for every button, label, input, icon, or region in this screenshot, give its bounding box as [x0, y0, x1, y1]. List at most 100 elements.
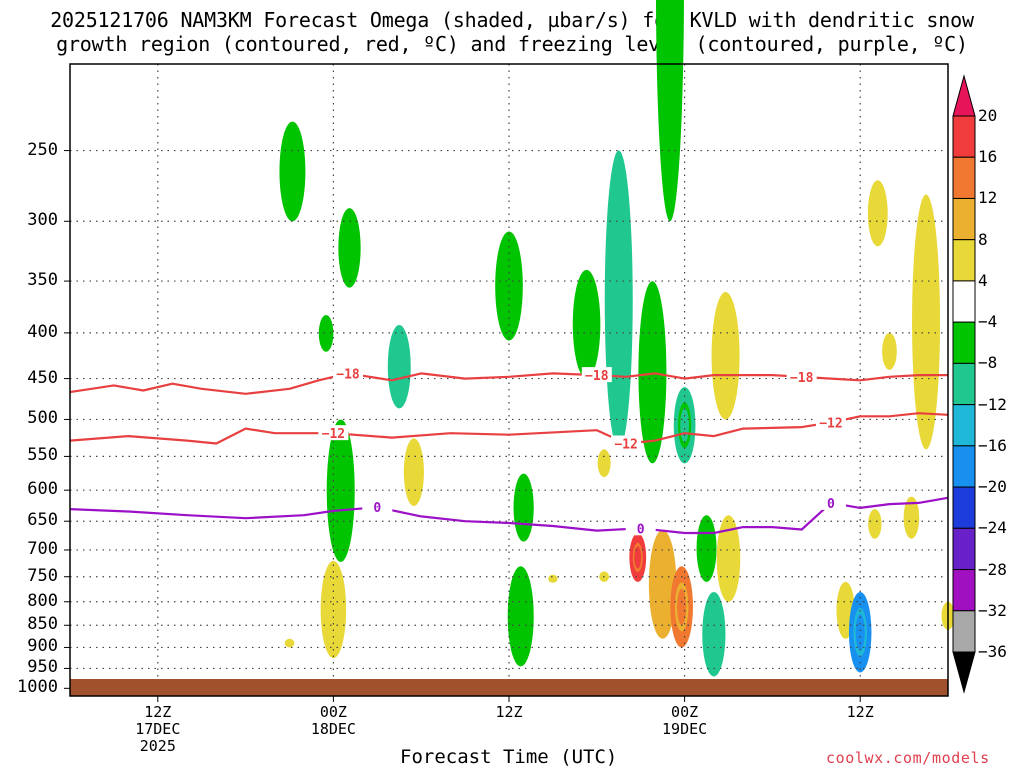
colorbar-bin-12	[952, 610, 976, 653]
colorbar-label: −32	[978, 600, 1007, 620]
y-tick-label: 700	[27, 538, 58, 559]
y-tick-label: 650	[27, 510, 58, 531]
y-tick-label: 300	[27, 210, 58, 231]
contour-label-1-0: −12	[322, 427, 345, 442]
omega-area-21	[702, 591, 726, 677]
x-tick-label: 00Z 19DEC	[650, 704, 720, 738]
colorbar-label: 4	[978, 270, 988, 290]
colorbar-label: 8	[978, 229, 988, 249]
contour-label-2-2: −18	[790, 371, 814, 386]
colorbar-label: −36	[978, 642, 1007, 661]
omega-area-22	[711, 292, 740, 420]
omega-area-32	[912, 194, 941, 450]
y-tick-label: 950	[27, 657, 58, 678]
colorbar-bin-0	[952, 115, 976, 158]
x-tick-label-line-1: 12Z	[846, 703, 874, 721]
x-tick-label-line-2: 18DEC	[310, 720, 356, 738]
colorbar-label: −28	[978, 559, 1007, 579]
contour-label-bg-2-1	[581, 367, 612, 383]
omega-area-20	[696, 515, 717, 582]
colorbar-bin-9	[952, 486, 976, 529]
colorbar-label: −4	[978, 312, 998, 332]
contour-label-bg-2-0	[333, 365, 364, 381]
y-tick-label: 600	[27, 479, 58, 500]
colorbar-bin-11	[952, 569, 976, 612]
omega-area-2	[318, 315, 334, 352]
omega-area-14	[638, 281, 667, 464]
y-tick-label: 400	[27, 321, 58, 342]
omega-area-31	[903, 496, 920, 539]
colorbar-label: −12	[978, 394, 1007, 414]
colorbar	[952, 74, 976, 694]
y-tick-label: 350	[27, 270, 58, 291]
contour-label-bg-0-0	[362, 499, 393, 515]
omega-area-0	[279, 121, 306, 222]
colorbar-bin-10	[952, 527, 976, 571]
omega-area-13	[604, 150, 633, 450]
colorbar-label: −16	[978, 435, 1007, 455]
plot-frame	[69, 63, 949, 697]
contour-label-bg-0-1	[625, 520, 656, 536]
terrain-band	[70, 679, 948, 696]
colorbar-label: −24	[978, 518, 1007, 538]
colorbar-bin-8	[952, 445, 976, 488]
contour-label-1-1: −12	[614, 438, 637, 453]
x-tick-label: 00Z 18DEC	[298, 704, 368, 738]
x-tick-label-line-2: 19DEC	[662, 720, 708, 738]
chart-title-line-2: growth region (contoured, red, ºC) and f…	[56, 32, 968, 56]
colorbar-bin-1	[952, 156, 976, 199]
x-axis-title: Forecast Time (UTC)	[400, 746, 618, 768]
contour-label-0-2: 0	[827, 497, 835, 512]
contour-label-bg-1-2	[815, 414, 846, 430]
omega-area-24	[597, 449, 611, 478]
omega-area-29	[867, 180, 888, 247]
x-tick-label-line-3: 2025	[139, 737, 176, 755]
colorbar-bin-4	[952, 280, 976, 323]
omega-area-27-core	[855, 614, 865, 651]
omega-area-3	[387, 325, 411, 409]
colorbar-bottom-arrow	[952, 651, 976, 694]
omega-area-9	[513, 473, 534, 542]
omega-area-28	[868, 509, 882, 539]
colorbar-bin-7	[952, 404, 976, 447]
contour-label-1-2: −12	[819, 417, 842, 432]
y-tick-label: 750	[27, 565, 58, 586]
omega-area-11	[548, 574, 558, 583]
x-tick-label-line-1: 12Z	[495, 703, 523, 721]
colorbar-label: 20	[978, 106, 998, 125]
contour-label-2-0: −18	[336, 367, 360, 382]
y-tick-label: 850	[27, 614, 58, 635]
colorbar-top-arrow	[952, 74, 976, 117]
x-tick-label: 12Z	[825, 704, 895, 721]
contour-layer: 0 0 0 −12 −12 −12 −18 −18 −18	[69, 365, 949, 537]
x-tick-label-line-2: 17DEC	[135, 720, 181, 738]
y-tick-label: 1000	[17, 677, 58, 698]
omega-area-30	[882, 332, 897, 370]
omega-shading-layer	[279, 0, 955, 677]
colorbar-bin-5	[952, 321, 976, 364]
omega-area-7	[284, 638, 295, 648]
contour-label-bg-1-1	[611, 435, 642, 451]
contour-label-bg-0-2	[815, 494, 846, 510]
terrain-layer	[70, 679, 948, 696]
y-tick-label: 450	[27, 367, 58, 388]
omega-area-5	[403, 438, 424, 506]
x-tick-label-line-1: 00Z	[319, 703, 347, 721]
omega-area-19-core	[677, 588, 687, 626]
colorbar-bin-6	[952, 362, 976, 406]
y-tick-label: 900	[27, 636, 58, 657]
y-tick-label: 250	[27, 139, 58, 160]
contour-label-2-1: −18	[585, 369, 609, 384]
colorbar-label: −8	[978, 353, 998, 373]
contour-label-bg-2-2	[786, 368, 817, 384]
y-tick-label: 800	[27, 590, 58, 611]
x-tick-label-line-1: 12Z	[144, 703, 172, 721]
colorbar-label: 16	[978, 147, 998, 167]
colorbar-bin-3	[952, 239, 976, 282]
credit-text: coolwx.com/models	[826, 749, 990, 767]
omega-area-16	[655, 0, 684, 222]
contour-label-bg-1-0	[318, 425, 349, 441]
x-tick-label-line-1: 00Z	[671, 703, 699, 721]
colorbar-label: −20	[978, 477, 1007, 497]
